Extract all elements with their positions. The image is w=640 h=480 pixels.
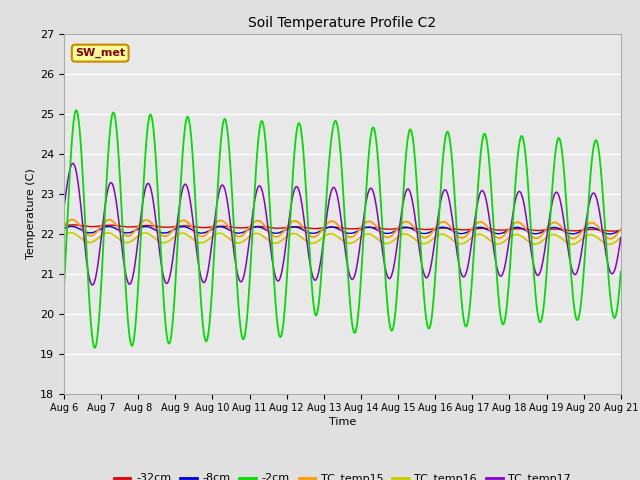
-32cm — [60, 223, 68, 228]
Y-axis label: Temperature (C): Temperature (C) — [26, 168, 36, 259]
TC_temp17 — [124, 279, 132, 285]
TC_temp16 — [605, 241, 613, 247]
TC_temp15 — [617, 227, 625, 232]
TC_temp17 — [157, 259, 164, 264]
-8cm — [546, 225, 554, 231]
TC_temp16 — [274, 240, 282, 246]
-32cm — [69, 222, 77, 228]
-8cm — [274, 230, 282, 236]
TC_temp16 — [606, 241, 614, 247]
X-axis label: Time: Time — [329, 418, 356, 428]
TC_temp15 — [274, 234, 282, 240]
Line: TC_temp15: TC_temp15 — [64, 220, 621, 239]
TC_temp16 — [124, 240, 132, 245]
-8cm — [606, 231, 614, 237]
TC_temp16 — [298, 235, 306, 240]
-8cm — [60, 226, 68, 231]
TC_temp17 — [274, 278, 282, 284]
TC_temp17 — [547, 210, 554, 216]
-2cm — [547, 216, 554, 221]
TC_temp15 — [60, 223, 68, 229]
-8cm — [606, 231, 614, 237]
TC_temp15 — [68, 217, 76, 223]
TC_temp17 — [88, 282, 96, 288]
TC_temp16 — [157, 239, 164, 245]
TC_temp17 — [617, 235, 625, 240]
-8cm — [68, 224, 76, 229]
TC_temp15 — [298, 223, 306, 229]
TC_temp16 — [546, 232, 554, 238]
-32cm — [617, 228, 625, 233]
Title: Soil Temperature Profile C2: Soil Temperature Profile C2 — [248, 16, 436, 30]
TC_temp16 — [67, 230, 75, 236]
-32cm — [606, 228, 614, 234]
-8cm — [124, 230, 132, 236]
-8cm — [157, 229, 164, 235]
-2cm — [298, 134, 306, 140]
-2cm — [617, 269, 625, 275]
-32cm — [157, 224, 164, 230]
-32cm — [546, 227, 554, 232]
Legend: -32cm, -8cm, -2cm, TC_temp15, TC_temp16, TC_temp17: -32cm, -8cm, -2cm, TC_temp15, TC_temp16,… — [109, 469, 575, 480]
Line: -32cm: -32cm — [64, 225, 621, 231]
TC_temp16 — [617, 235, 625, 240]
-32cm — [298, 224, 306, 230]
TC_temp15 — [124, 233, 132, 239]
Line: TC_temp17: TC_temp17 — [64, 163, 621, 285]
TC_temp17 — [606, 269, 614, 275]
Text: SW_met: SW_met — [75, 48, 125, 58]
-2cm — [124, 317, 132, 323]
Line: TC_temp16: TC_temp16 — [64, 233, 621, 244]
TC_temp15 — [606, 236, 614, 241]
TC_temp15 — [157, 231, 164, 237]
Line: -8cm: -8cm — [64, 227, 621, 234]
-2cm — [606, 293, 614, 299]
TC_temp15 — [546, 222, 554, 228]
TC_temp17 — [298, 202, 306, 208]
-8cm — [617, 227, 625, 233]
-2cm — [60, 284, 68, 290]
TC_temp16 — [60, 233, 68, 239]
-2cm — [91, 345, 99, 351]
-2cm — [274, 325, 282, 331]
-32cm — [608, 228, 616, 234]
TC_temp17 — [69, 160, 77, 166]
-2cm — [72, 108, 80, 113]
TC_temp15 — [607, 236, 614, 241]
Line: -2cm: -2cm — [64, 110, 621, 348]
-8cm — [298, 227, 306, 232]
-2cm — [157, 249, 164, 255]
TC_temp17 — [60, 204, 68, 210]
-32cm — [124, 224, 132, 230]
-32cm — [274, 226, 282, 231]
